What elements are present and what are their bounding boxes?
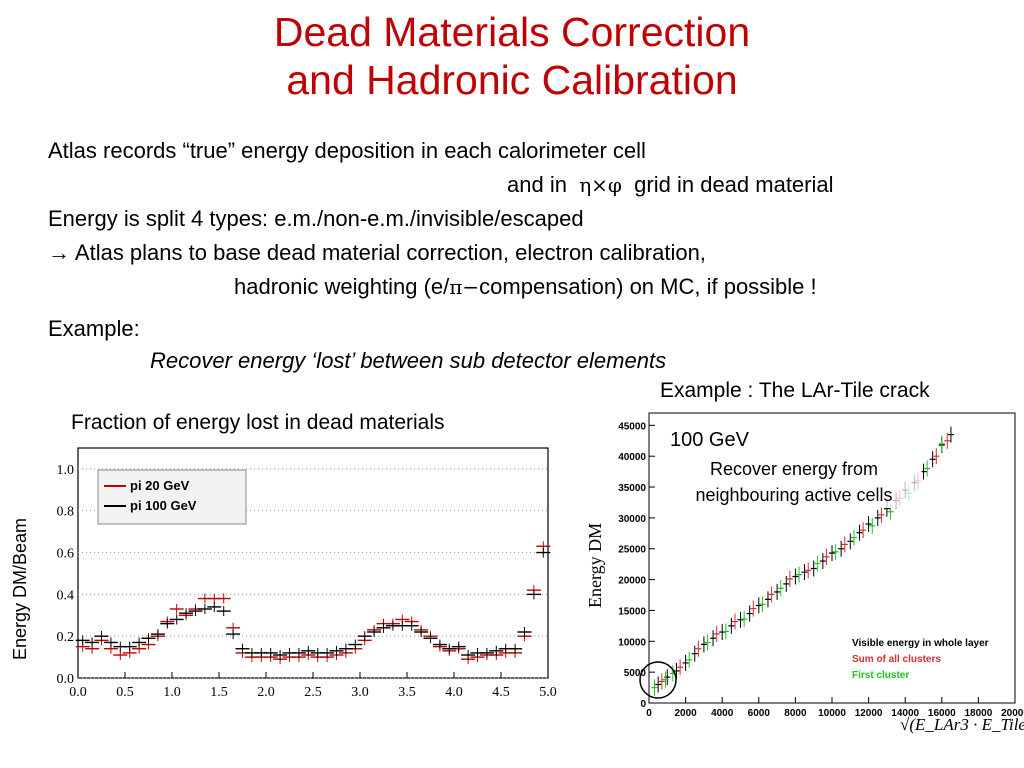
eta-phi-symbol: η×φ xyxy=(579,173,622,197)
left-chart-ytick: 0.6 xyxy=(57,547,75,562)
right-chart-xtick: 18000 xyxy=(964,708,992,719)
example-text: Recover energy ‘lost’ between sub detect… xyxy=(150,348,667,373)
body-line-5: hadronic weighting (e/π−compensation) on… xyxy=(234,274,817,300)
right-chart-ytick: 0 xyxy=(640,699,646,710)
body-line-2-pre: and in xyxy=(507,172,567,197)
left-chart-xtick: 1.0 xyxy=(163,685,181,700)
left-chart-xtick: 4.0 xyxy=(445,685,463,700)
right-chart-ytick: 15000 xyxy=(618,606,646,617)
left-chart-xtick: 3.5 xyxy=(398,685,416,700)
right-legend-first: First cluster xyxy=(852,670,909,681)
left-chart-xtick: 0.0 xyxy=(69,685,87,700)
right-chart-xtick: 12000 xyxy=(855,708,883,719)
left-chart-xtick: 3.0 xyxy=(351,685,369,700)
right-chart-ytick: 5000 xyxy=(624,668,647,679)
body-line-5-pre: hadronic weighting (e/ xyxy=(234,274,450,299)
title-line-2: and Hadronic Calibration xyxy=(286,57,738,103)
left-chart: 0.0 0.2 0.4 0.6 0.8 1.0 0.0 0.5 1.0 1.5 2.0 2.5 3.0 3… xyxy=(57,447,557,700)
left-chart-legend: pi 20 GeV pi 100 GeV xyxy=(97,469,247,525)
right-chart-ytick: 10000 xyxy=(618,637,646,648)
left-chart-xtick: 5.0 xyxy=(539,685,557,700)
left-chart-ytick: 0.0 xyxy=(57,672,75,687)
left-chart-ytick: 1.0 xyxy=(57,463,75,478)
right-chart-ytick: 20000 xyxy=(618,576,646,587)
body-line-2: and in η×φ grid in dead material xyxy=(507,172,834,198)
right-chart-xtick: 14000 xyxy=(891,708,919,719)
right-chart-xtick: 10000 xyxy=(818,708,846,719)
slide-title: Dead Materials Correction and Hadronic C… xyxy=(0,8,1024,104)
arrow-icon: → xyxy=(48,240,70,265)
left-chart-xtick: 4.5 xyxy=(492,685,510,700)
left-chart-ylabel: Energy DM/Beam xyxy=(10,517,30,660)
body-line-4-text: Atlas plans to base dead material correc… xyxy=(74,240,706,265)
right-chart-annotation: Recover energy from neighbouring active … xyxy=(666,456,922,508)
right-chart-ytick: 45000 xyxy=(618,421,646,432)
title-line-1: Dead Materials Correction xyxy=(273,9,751,55)
right-chart-xtick: 4000 xyxy=(711,708,734,719)
left-chart-title: Fraction of energy lost in dead material… xyxy=(71,411,445,434)
legend-pi100-label: pi 100 GeV xyxy=(130,498,197,513)
energy-label: 100 GeV xyxy=(670,429,750,451)
left-chart-xtick: 2.5 xyxy=(304,685,322,700)
pi-symbol: π− xyxy=(449,275,480,299)
right-chart-xlabel: √(E_LAr3 · E_Tile0) xyxy=(900,715,1024,734)
right-chart-ytick: 35000 xyxy=(618,483,646,494)
right-chart-ytick: 30000 xyxy=(618,514,646,525)
right-chart-xtick: 20000 xyxy=(1001,708,1024,719)
left-chart-xtick: 0.5 xyxy=(116,685,134,700)
right-legend-clusters: Sum of all clusters xyxy=(852,654,941,665)
left-chart-ytick: 0.4 xyxy=(57,588,75,603)
right-legend-visible: Visible energy in whole layer xyxy=(852,638,989,649)
left-chart-ytick: 0.2 xyxy=(57,630,75,645)
body-line-5-post: compensation) on MC, if possible ! xyxy=(479,274,817,299)
left-chart-xtick: 2.0 xyxy=(257,685,275,700)
right-chart-xtick: 2000 xyxy=(674,708,697,719)
body-line-4: → Atlas plans to base dead material corr… xyxy=(48,240,706,266)
right-chart-ytick: 40000 xyxy=(618,452,646,463)
body-line-1: Atlas records “true” energy deposition i… xyxy=(48,138,646,163)
body-line-3: Energy is split 4 types: e.m./non-e.m./i… xyxy=(48,206,584,231)
example-label: Example: xyxy=(48,316,140,341)
left-chart-xtick: 1.5 xyxy=(210,685,228,700)
left-chart-ytick: 0.8 xyxy=(57,505,75,520)
right-chart-xtick: 0 xyxy=(646,708,652,719)
legend-pi20-label: pi 20 GeV xyxy=(130,478,190,493)
legend-box xyxy=(97,469,247,525)
body-line-2-post: grid in dead material xyxy=(634,172,834,197)
right-chart-ytick: 25000 xyxy=(618,545,646,556)
low-energy-circle xyxy=(639,661,677,699)
right-chart-xtick: 8000 xyxy=(784,708,807,719)
right-chart-xtick: 6000 xyxy=(748,708,771,719)
right-chart-xtick: 16000 xyxy=(928,708,956,719)
right-caption: Example : The LAr-Tile crack xyxy=(660,379,930,402)
